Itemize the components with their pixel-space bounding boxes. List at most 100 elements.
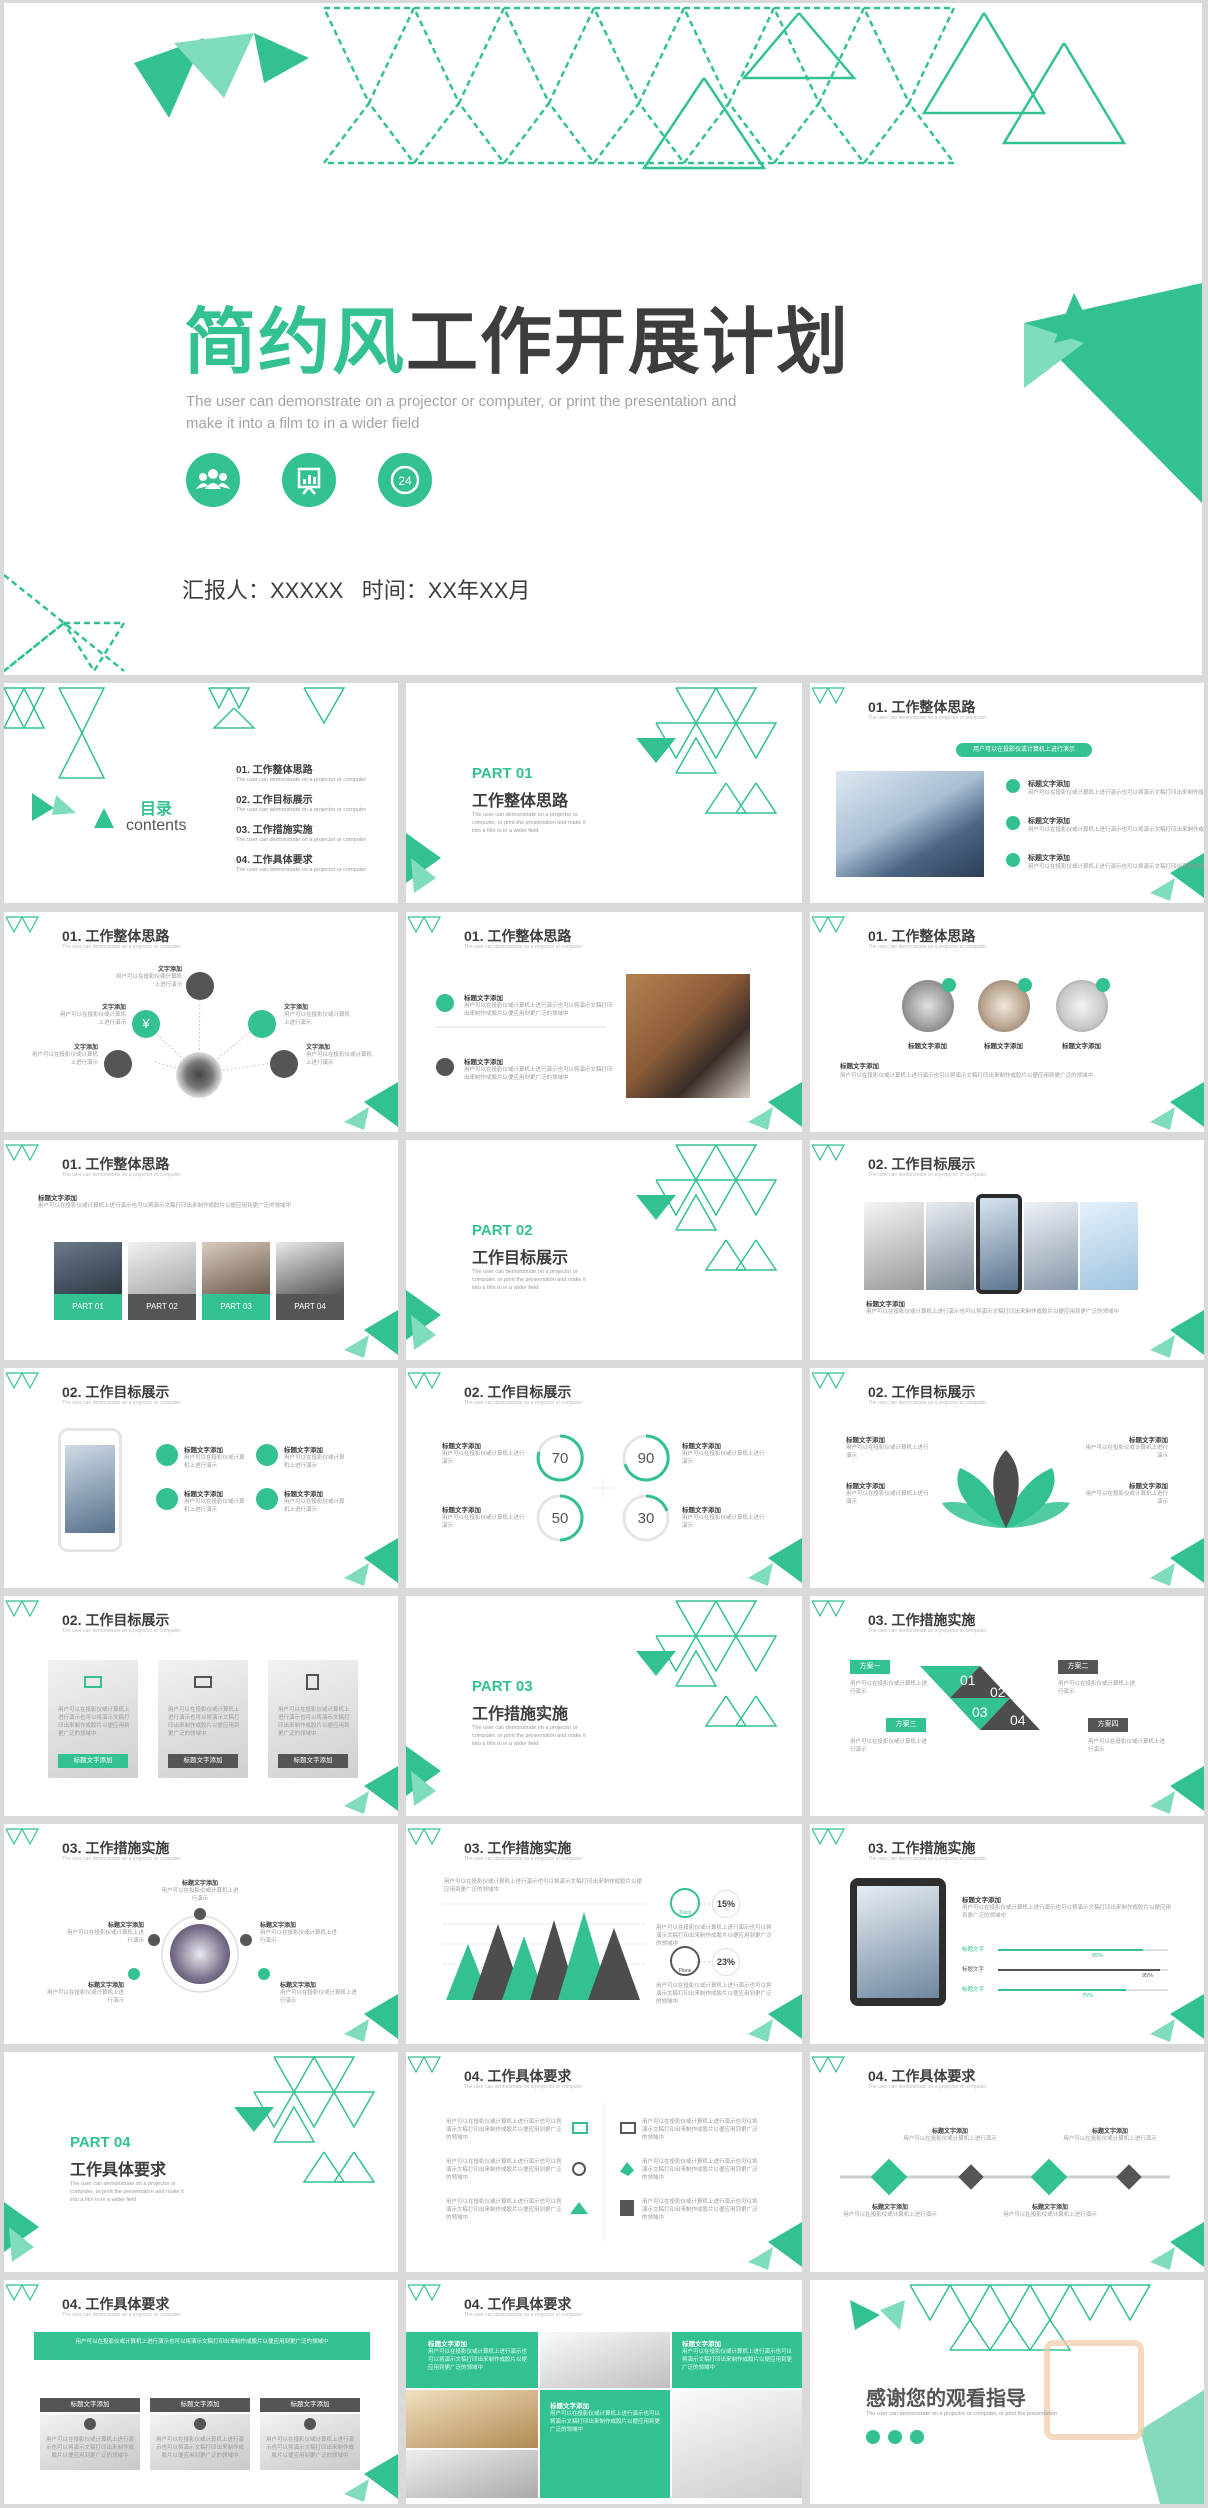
toc-item[interactable]: 02. 工作目标展示 The user can demonstrate on a …: [236, 795, 367, 813]
end-title: 感谢您的观看指导: [866, 2388, 1026, 2410]
part-label: PART 01: [472, 765, 533, 782]
gear-icon: [84, 2418, 96, 2430]
slide-part-02[interactable]: PART 02 工作目标展示 The user can demonstrate …: [406, 1140, 802, 1360]
decorative-triangles: [407, 1372, 802, 1586]
progress-fill: [998, 1949, 1143, 1951]
toc-item[interactable]: 03. 工作措施实施 The user can demonstrate on a …: [236, 825, 367, 843]
slide-end[interactable]: 感谢您的观看指导 The user can demonstrate on a p…: [810, 2280, 1204, 2504]
link-icon: [256, 1444, 278, 1466]
social-icon[interactable]: [910, 2430, 924, 2444]
slide-subtitle: The user can demonstrate on a projector …: [464, 1856, 583, 1862]
tab-photo: [54, 1242, 122, 1294]
slide-02-d[interactable]: 02. 工作目标展示 The user can demonstrate on a…: [810, 1368, 1204, 1588]
plan-label[interactable]: 方案一: [850, 1660, 890, 1674]
plan-label[interactable]: 方案二: [1058, 1660, 1098, 1674]
social-icon[interactable]: [888, 2430, 902, 2444]
progress-fill: [998, 1969, 1160, 1971]
plane-icon: [670, 1946, 700, 1976]
part-desc: The user can demonstrate on a projector …: [472, 1725, 586, 1747]
slide-title: 03. 工作措施实施: [868, 1612, 976, 1628]
clock-24-icon[interactable]: 24: [378, 453, 432, 507]
slide-01-b[interactable]: 01. 工作整体思路 The user can demonstrate on a…: [4, 912, 398, 1132]
toc-item[interactable]: 04. 工作具体要求 The user can demonstrate on a …: [236, 855, 367, 873]
slide-subtitle: The user can demonstrate on a projector …: [868, 1400, 987, 1406]
slide-02-b[interactable]: 02. 工作目标展示 The user can demonstrate on a…: [4, 1368, 398, 1588]
tablet-mockup: [850, 1878, 946, 2006]
slide-02-c[interactable]: 02. 工作目标展示 The user can demonstrate on a…: [406, 1368, 802, 1588]
plan-label[interactable]: 方案三: [886, 1718, 926, 1732]
decorative-triangles: [811, 687, 1204, 901]
slide-04-b[interactable]: 04. 工作具体要求 The user can demonstrate on a…: [810, 2052, 1204, 2272]
slide-title: 01. 工作整体思路: [868, 699, 976, 715]
decorative-triangles: [850, 2284, 1204, 2504]
callout: 文字添加 用户可以在投影仪或计算机上进行演示: [306, 1045, 373, 1066]
slide-03-c[interactable]: 03. 工作措施实施 The user can demonstrate on a…: [406, 1824, 802, 2044]
car-photo: [176, 1052, 222, 1098]
tab-part-04[interactable]: PART 04: [276, 1294, 344, 1320]
plan-label[interactable]: 方案四: [1088, 1718, 1128, 1732]
info-tile: 标题文字添加 用户可以在投影仪或计算机上进行演示也可以将演示文稿打印出来制作成胶片…: [672, 2332, 802, 2388]
slide-part-03[interactable]: PART 03 工作措施实施 The user can demonstrate …: [406, 1596, 802, 1816]
slide-01-d[interactable]: 01. 工作整体思路 The user can demonstrate on a…: [810, 912, 1204, 1132]
decorative-triangles: [811, 2056, 1204, 2270]
chart-icon: [1006, 779, 1020, 793]
cover-title-green: 简约风: [184, 303, 407, 383]
triangle-steps-graphic: [920, 1666, 1040, 1730]
decorative-triangles-top: [134, 6, 1127, 170]
gauge-value: 90: [637, 1450, 655, 1467]
sky-photo: [1080, 1202, 1138, 1290]
photo-label: 标题文字添加: [908, 1043, 947, 1050]
slide-subtitle: The user can demonstrate on a projector …: [62, 1856, 181, 1862]
info-tile: 标题文字添加 用户可以在投影仪或计算机上进行演示也可以将演示文稿打印出来制作成胶片…: [540, 2390, 670, 2498]
slide-toc[interactable]: 目录 contents 01. 工作整体思路 The user can demon…: [4, 683, 398, 903]
slide-part-01[interactable]: PART 01 工作整体思路 The user can demonstrate …: [406, 683, 802, 903]
toc-item[interactable]: 01. 工作整体思路 The user can demonstrate on a …: [236, 765, 367, 783]
tab-part-01[interactable]: PART 01: [54, 1294, 122, 1320]
slide-title: 02. 工作目标展示: [868, 1384, 976, 1400]
slide-03-d[interactable]: 03. 工作措施实施 The user can demonstrate on a…: [810, 1824, 1204, 2044]
phone-frame: [976, 1194, 1022, 1294]
card-button[interactable]: 标题文字添加: [58, 1754, 128, 1768]
decorative-triangles: [407, 916, 802, 1130]
slide-04-c[interactable]: 04. 工作具体要求 The user can demonstrate on a…: [4, 2280, 398, 2504]
toc-list: 01. 工作整体思路 The user can demonstrate on a …: [236, 761, 366, 881]
slide-02-e[interactable]: 02. 工作目标展示 The user can demonstrate on a…: [4, 1596, 398, 1816]
card-button[interactable]: 标题文字添加: [168, 1754, 238, 1768]
laptop-photo: [170, 1924, 230, 1984]
slide-03-a[interactable]: 03. 工作措施实施 The user can demonstrate on a…: [810, 1596, 1204, 1816]
slide-subtitle: The user can demonstrate on a projector …: [62, 944, 181, 950]
decorative-triangles: [4, 687, 346, 828]
slide-01-a[interactable]: 01. 工作整体思路 The user can demonstrate on a…: [810, 683, 1204, 903]
slide-cover[interactable]: 简约风工作开展计划 The user can demonstrate on a …: [4, 3, 1202, 675]
presentation-board-icon[interactable]: [282, 453, 336, 507]
slide-04-a[interactable]: 04. 工作具体要求 The user can demonstrate on a…: [406, 2052, 802, 2272]
part-title: 工作措施实施: [472, 1706, 569, 1723]
slide-03-b[interactable]: 03. 工作措施实施 The user can demonstrate on a…: [4, 1824, 398, 2044]
social-icon[interactable]: [866, 2430, 880, 2444]
team-icon[interactable]: [186, 453, 240, 507]
body-text: 用户可以在投影仪或计算机上进行演示也可以将演示文稿打印出来制作成胶片以便应用到更…: [840, 1073, 1094, 1079]
support-icon: [270, 1050, 298, 1078]
slide-01-e[interactable]: 01. 工作整体思路 The user can demonstrate on a…: [4, 1140, 398, 1360]
tab-part-03[interactable]: PART 03: [202, 1294, 270, 1320]
chart-icon: [1006, 816, 1020, 830]
yen-icon: ¥: [132, 1010, 160, 1038]
slide-02-a[interactable]: 02. 工作目标展示 The user can demonstrate on a…: [810, 1140, 1204, 1360]
banner: 用户可以在投影仪或计算机上进行演示也可以将演示文稿打印出来制作成胶片以便应用到更…: [34, 2332, 370, 2360]
tab-part-02[interactable]: PART 02: [128, 1294, 196, 1320]
column-header: 标题文字添加: [150, 2398, 250, 2412]
percent-badge: 23%: [712, 1948, 740, 1976]
slide-subtitle: The user can demonstrate on a projector …: [868, 1172, 987, 1178]
search-icon: [572, 2162, 586, 2176]
callout: 文字添加 用户可以在投影仪或计算机上进行演示: [284, 1005, 351, 1026]
decorative-triangles: [811, 916, 1204, 1130]
part-title: 工作具体要求: [70, 2162, 167, 2179]
slide-part-04[interactable]: PART 04 工作具体要求 The user can demonstrate …: [4, 2052, 398, 2272]
meeting-photo: [406, 2390, 538, 2448]
slide-01-c[interactable]: 01. 工作整体思路 The user can demonstrate on a…: [406, 912, 802, 1132]
slide-04-d[interactable]: 04. 工作具体要求 The user can demonstrate on a…: [406, 2280, 802, 2504]
mountain-chart-graphic: [446, 1912, 640, 2000]
part-desc: The user can demonstrate on a projector …: [70, 2181, 184, 2203]
card-button[interactable]: 标题文字添加: [278, 1754, 348, 1768]
gauge-value: 50: [551, 1510, 569, 1527]
